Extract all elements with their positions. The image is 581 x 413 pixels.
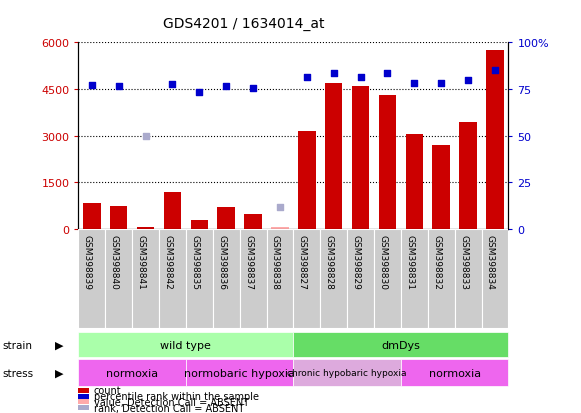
Point (221, 84, 231, 90)
Point (168, 82, 177, 88)
Text: chronic hypobaric hypoxia: chronic hypobaric hypoxia (288, 368, 407, 377)
Point (329, 70, 338, 77)
Text: stress: stress (3, 368, 34, 378)
Bar (460, 122, 477, 229)
Bar (298, 132, 315, 229)
Bar (325, 84, 342, 229)
Bar (159, 229, 186, 328)
Text: GSM398840: GSM398840 (110, 234, 119, 289)
Text: wild type: wild type (160, 340, 211, 350)
Text: ▶: ▶ (55, 340, 64, 350)
Bar (132, 229, 159, 328)
Text: GSM398829: GSM398829 (352, 234, 361, 289)
Point (195, 90, 204, 96)
Bar (347, 229, 374, 328)
Bar (83, 204, 101, 229)
Text: count: count (94, 385, 121, 395)
Text: GSM398832: GSM398832 (432, 234, 441, 289)
Text: dmDys: dmDys (382, 340, 420, 350)
Bar (186, 229, 213, 328)
Point (114, 84, 123, 90)
Point (302, 74, 311, 81)
Bar (432, 145, 450, 229)
Bar (454, 229, 482, 328)
Text: strain: strain (3, 340, 33, 350)
Bar (293, 229, 320, 328)
Point (383, 71, 392, 77)
Text: ▶: ▶ (55, 368, 64, 378)
Text: GSM398828: GSM398828 (325, 234, 333, 289)
Bar (245, 214, 262, 229)
Text: GSM398842: GSM398842 (163, 234, 173, 289)
Bar (164, 192, 181, 229)
Bar (352, 87, 370, 229)
Bar (267, 229, 293, 328)
Point (464, 77, 473, 84)
Bar (374, 229, 401, 328)
Text: GSM398836: GSM398836 (217, 234, 226, 289)
Text: normobaric hypoxia: normobaric hypoxia (184, 368, 295, 378)
Bar (110, 207, 127, 229)
Text: rank, Detection Call = ABSENT: rank, Detection Call = ABSENT (94, 403, 244, 413)
Text: GSM398839: GSM398839 (83, 234, 92, 289)
Bar (217, 207, 235, 229)
Text: value, Detection Call = ABSENT: value, Detection Call = ABSENT (94, 397, 249, 407)
Text: GSM398830: GSM398830 (378, 234, 388, 289)
Point (410, 81, 419, 87)
Point (356, 74, 365, 81)
Bar (401, 229, 428, 328)
Point (249, 85, 258, 92)
Text: GSM398834: GSM398834 (486, 234, 495, 289)
Text: normoxia: normoxia (429, 368, 480, 378)
Bar (428, 229, 454, 328)
Text: normoxia: normoxia (106, 368, 158, 378)
Point (490, 68, 500, 74)
Bar (406, 135, 423, 229)
Text: GSM398838: GSM398838 (271, 234, 280, 289)
Bar (486, 51, 504, 229)
Bar (379, 96, 396, 229)
Text: GSM398831: GSM398831 (406, 234, 414, 289)
Bar (240, 229, 267, 328)
Text: percentile rank within the sample: percentile rank within the sample (94, 391, 259, 401)
Point (436, 81, 446, 88)
Text: GSM398837: GSM398837 (244, 234, 253, 289)
Point (141, 133, 150, 140)
Point (275, 204, 285, 211)
Bar (482, 229, 508, 328)
Bar (105, 229, 132, 328)
Bar (137, 227, 155, 229)
Text: GDS4201 / 1634014_at: GDS4201 / 1634014_at (163, 17, 325, 31)
Point (87, 83, 96, 89)
Bar (78, 229, 105, 328)
Text: GSM398835: GSM398835 (191, 234, 199, 289)
Bar (213, 229, 239, 328)
Text: GSM398827: GSM398827 (298, 234, 307, 289)
Bar (320, 229, 347, 328)
Text: GSM398841: GSM398841 (137, 234, 146, 289)
Bar (191, 221, 208, 229)
Bar (271, 227, 289, 229)
Text: GSM398833: GSM398833 (459, 234, 468, 289)
